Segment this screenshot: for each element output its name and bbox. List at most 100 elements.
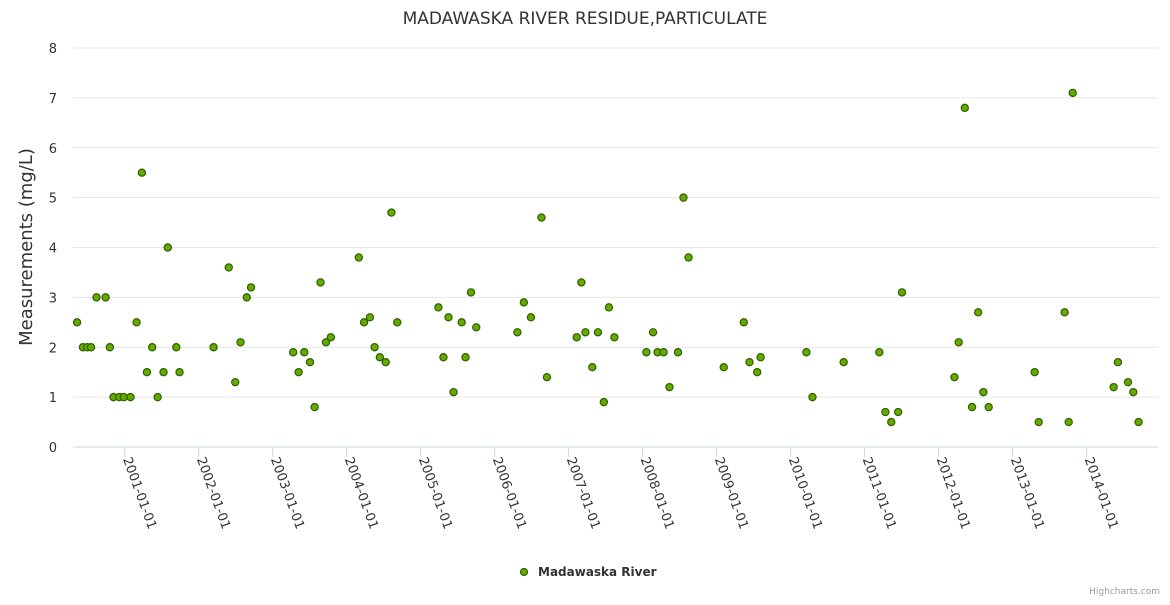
- data-point[interactable]: [1123, 377, 1133, 387]
- data-point[interactable]: [1113, 358, 1123, 367]
- data-point[interactable]: [175, 367, 184, 377]
- data-point[interactable]: [1129, 387, 1138, 397]
- data-point[interactable]: [1030, 367, 1039, 377]
- data-point[interactable]: [739, 318, 749, 327]
- data-point[interactable]: [519, 298, 529, 307]
- data-point[interactable]: [745, 358, 754, 367]
- data-point[interactable]: [954, 338, 963, 347]
- data-point[interactable]: [542, 372, 552, 382]
- data-point[interactable]: [897, 288, 907, 297]
- data-point[interactable]: [581, 328, 590, 337]
- data-point[interactable]: [588, 363, 597, 372]
- data-point[interactable]: [321, 338, 331, 347]
- data-point[interactable]: [92, 293, 101, 302]
- data-point[interactable]: [572, 333, 581, 342]
- data-point[interactable]: [893, 407, 903, 417]
- data-point[interactable]: [1068, 88, 1077, 98]
- data-point[interactable]: [224, 263, 233, 272]
- data-point[interactable]: [305, 358, 315, 367]
- data-point[interactable]: [457, 318, 466, 327]
- data-point[interactable]: [1109, 382, 1118, 392]
- data-point[interactable]: [288, 348, 298, 357]
- data-point[interactable]: [599, 397, 609, 407]
- data-point[interactable]: [756, 353, 765, 362]
- data-point[interactable]: [960, 103, 969, 113]
- data-point[interactable]: [246, 283, 256, 292]
- data-point[interactable]: [72, 318, 82, 327]
- series-madawaska-river[interactable]: [72, 88, 1143, 427]
- data-point[interactable]: [875, 348, 884, 357]
- data-point[interactable]: [752, 367, 762, 377]
- legend[interactable]: Madawaska River: [519, 565, 657, 579]
- data-point[interactable]: [466, 288, 476, 297]
- data-point[interactable]: [526, 313, 536, 322]
- data-point[interactable]: [648, 328, 658, 337]
- data-point[interactable]: [537, 213, 546, 222]
- data-point[interactable]: [393, 318, 402, 327]
- data-point[interactable]: [105, 343, 115, 352]
- data-point[interactable]: [242, 293, 251, 302]
- data-point[interactable]: [984, 402, 993, 412]
- legend-marker[interactable]: [519, 567, 529, 577]
- data-point[interactable]: [132, 318, 141, 327]
- data-point[interactable]: [172, 343, 181, 352]
- data-point[interactable]: [449, 387, 458, 397]
- data-point[interactable]: [163, 243, 172, 252]
- data-point[interactable]: [439, 353, 448, 362]
- data-point[interactable]: [887, 417, 896, 427]
- data-point[interactable]: [153, 392, 162, 402]
- data-point[interactable]: [839, 358, 848, 367]
- data-point[interactable]: [86, 343, 96, 352]
- data-point[interactable]: [1134, 417, 1143, 427]
- data-point[interactable]: [979, 387, 988, 397]
- data-point[interactable]: [147, 343, 157, 352]
- data-point[interactable]: [159, 367, 168, 377]
- data-point[interactable]: [300, 348, 309, 357]
- data-point[interactable]: [209, 343, 218, 352]
- data-point[interactable]: [604, 303, 614, 312]
- data-point[interactable]: [881, 407, 890, 417]
- data-point[interactable]: [142, 367, 152, 377]
- data-point[interactable]: [444, 313, 453, 322]
- data-point[interactable]: [950, 372, 959, 382]
- data-point[interactable]: [973, 308, 983, 317]
- data-point[interactable]: [137, 168, 147, 177]
- data-point[interactable]: [101, 293, 110, 302]
- data-point[interactable]: [673, 348, 683, 357]
- data-point[interactable]: [375, 353, 385, 362]
- data-point[interactable]: [316, 278, 325, 287]
- data-point[interactable]: [719, 363, 728, 372]
- data-point[interactable]: [679, 193, 688, 202]
- data-point[interactable]: [231, 377, 240, 387]
- data-point[interactable]: [461, 353, 470, 362]
- data-point[interactable]: [387, 208, 396, 217]
- data-point[interactable]: [577, 278, 586, 287]
- data-point[interactable]: [593, 328, 603, 337]
- data-point[interactable]: [642, 348, 651, 357]
- data-point[interactable]: [294, 367, 303, 377]
- data-point[interactable]: [967, 402, 977, 412]
- data-point[interactable]: [513, 328, 522, 337]
- data-point[interactable]: [659, 348, 668, 357]
- data-point[interactable]: [354, 253, 363, 262]
- data-point[interactable]: [684, 253, 693, 262]
- legend-label[interactable]: Madawaska River: [538, 565, 657, 579]
- data-point[interactable]: [370, 343, 379, 352]
- data-point[interactable]: [472, 323, 481, 332]
- data-point[interactable]: [1060, 308, 1069, 317]
- credits-link[interactable]: Highcharts.com: [1089, 587, 1160, 597]
- data-point[interactable]: [1064, 417, 1073, 427]
- data-point[interactable]: [808, 392, 817, 402]
- data-point[interactable]: [236, 338, 245, 347]
- data-point[interactable]: [1034, 417, 1043, 427]
- data-point[interactable]: [802, 348, 811, 357]
- data-point[interactable]: [365, 313, 375, 322]
- data-point[interactable]: [126, 392, 135, 402]
- data-point[interactable]: [665, 382, 674, 392]
- data-point[interactable]: [434, 303, 443, 312]
- data-point[interactable]: [310, 402, 319, 412]
- data-point[interactable]: [359, 318, 369, 327]
- data-point[interactable]: [610, 333, 619, 342]
- data-point[interactable]: [326, 333, 336, 342]
- data-point[interactable]: [381, 358, 390, 367]
